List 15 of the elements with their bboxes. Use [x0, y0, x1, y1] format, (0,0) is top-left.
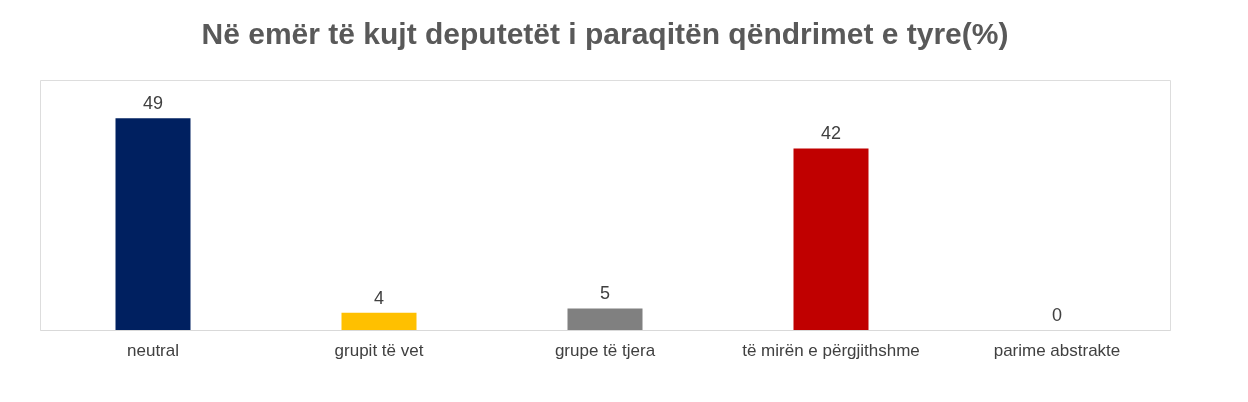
data-label: 5: [599, 283, 611, 304]
data-label: 4: [373, 287, 385, 308]
bar: [341, 312, 417, 330]
bar: [567, 308, 643, 330]
x-tick-label: grupit të vet: [334, 340, 424, 360]
data-label: 0: [1051, 305, 1063, 325]
x-tick-label: grupe të tjera: [554, 340, 656, 360]
data-label: 42: [820, 123, 842, 144]
chart-title: Në emër të kujt deputetët i paraqitën qëndrimet e tyre(%): [201, 17, 1009, 50]
bar: [793, 148, 869, 330]
x-tick-label: të mirën e përgjithshme: [742, 340, 920, 360]
data-label: 49: [142, 93, 164, 114]
x-tick-label: neutral: [127, 340, 179, 360]
x-tick-label: parime abstrakte: [993, 340, 1121, 360]
bar: [115, 118, 191, 330]
